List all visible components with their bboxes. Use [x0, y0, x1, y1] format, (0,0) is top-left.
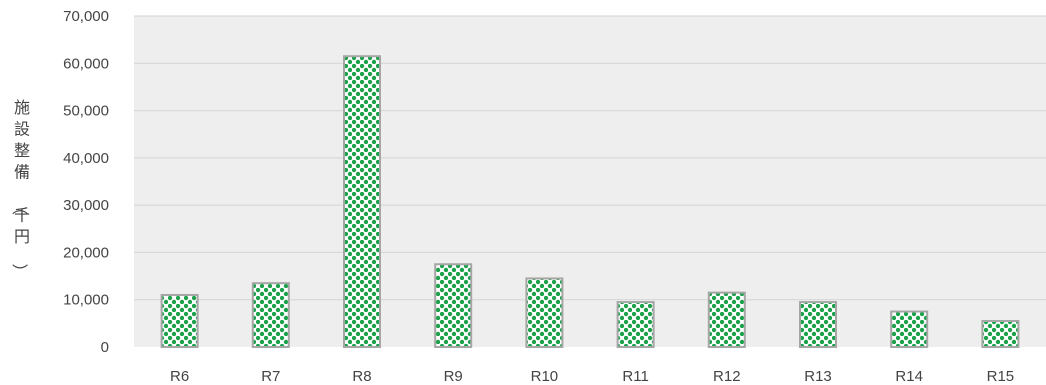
bars: [160, 55, 1020, 349]
bar-R13: [799, 301, 837, 349]
y-tick-label: 0: [101, 339, 109, 356]
y-tick-label: 40,000: [63, 150, 109, 167]
bar-R11: [616, 301, 655, 349]
y-tick-label: 30,000: [63, 197, 109, 214]
y-tick-label: 20,000: [63, 244, 109, 261]
x-tick-label: R14: [895, 368, 923, 385]
bar-R7: [251, 282, 290, 348]
y-tick-label: 50,000: [63, 103, 109, 120]
bar-R15: [981, 319, 1020, 349]
x-tick-label: R13: [804, 368, 832, 385]
bar-R6: [160, 293, 199, 349]
x-tick-label: R8: [352, 368, 371, 385]
bar-R12: [707, 291, 746, 348]
y-axis-tick-labels: 0 10,000 20,000 30,000 40,000 50,000 60,000 70,…: [63, 8, 109, 356]
x-tick-label: R7: [261, 368, 280, 385]
x-tick-label: R6: [170, 368, 189, 385]
bar-R10: [525, 277, 564, 348]
y-tick-label: 60,000: [63, 55, 109, 72]
bar-R9: [434, 263, 473, 348]
x-axis-tick-labels: R6 R7 R8 R9 R10 R11 R12 R13 R14 R15: [170, 368, 1014, 385]
bar-R14: [890, 310, 929, 348]
y-tick-label: 70,000: [63, 8, 109, 25]
x-tick-label: R11: [622, 368, 648, 385]
x-tick-label: R12: [713, 368, 741, 385]
x-tick-label: R9: [444, 368, 463, 385]
x-tick-label: R10: [531, 368, 559, 385]
x-tick-label: R15: [987, 368, 1015, 385]
bar-R8: [343, 55, 381, 348]
y-axis-label: 施設整備（千円）: [10, 98, 30, 280]
y-tick-label: 10,000: [63, 292, 109, 309]
